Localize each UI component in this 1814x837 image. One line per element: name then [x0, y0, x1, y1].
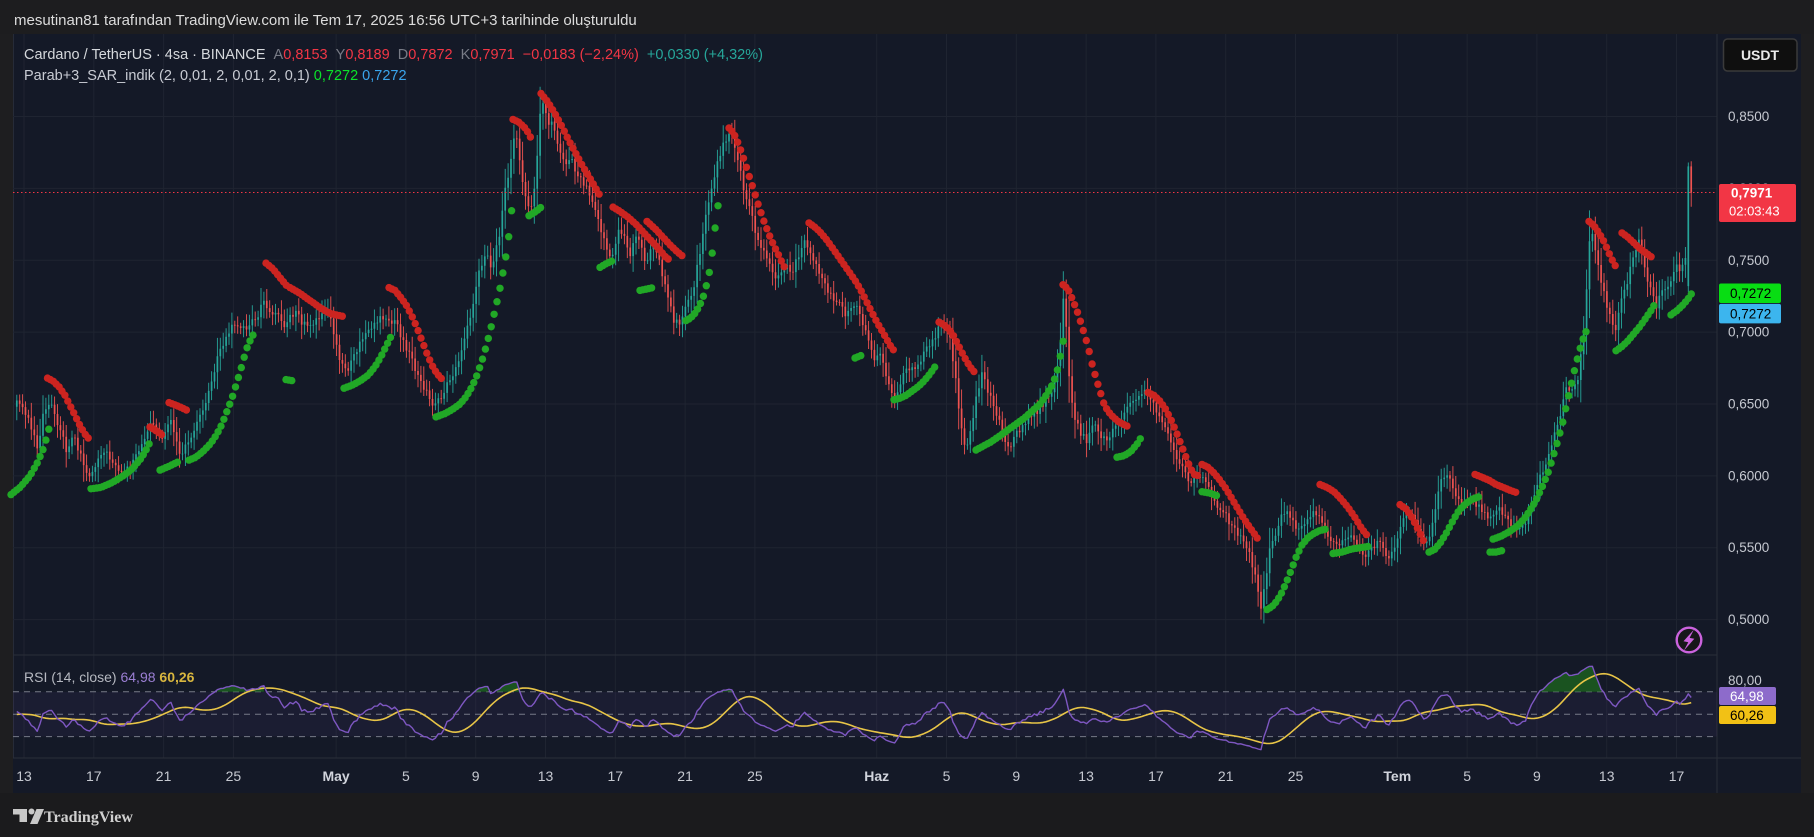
svg-text:13: 13 — [538, 768, 554, 784]
svg-text:21: 21 — [156, 768, 172, 784]
svg-text:13: 13 — [1078, 768, 1094, 784]
svg-text:17: 17 — [1669, 768, 1685, 784]
svg-text:25: 25 — [226, 768, 242, 784]
svg-text:0,6500: 0,6500 — [1728, 397, 1769, 412]
svg-text:0,7971: 0,7971 — [1731, 186, 1773, 201]
svg-text:USDT: USDT — [1741, 47, 1780, 63]
svg-text:5: 5 — [943, 768, 951, 784]
svg-text:May: May — [322, 768, 349, 784]
svg-text:60,26: 60,26 — [1730, 708, 1764, 723]
svg-text:21: 21 — [1218, 768, 1234, 784]
svg-text:0,7500: 0,7500 — [1728, 253, 1769, 268]
svg-text:5: 5 — [402, 768, 410, 784]
svg-text:9: 9 — [1533, 768, 1541, 784]
svg-text:13: 13 — [1599, 768, 1615, 784]
svg-text:0,5500: 0,5500 — [1728, 540, 1769, 555]
svg-text:9: 9 — [472, 768, 480, 784]
svg-text:TradingView: TradingView — [44, 809, 133, 826]
svg-text:17: 17 — [86, 768, 102, 784]
svg-text:17: 17 — [608, 768, 624, 784]
svg-text:0,5000: 0,5000 — [1728, 612, 1769, 627]
svg-text:Haz: Haz — [864, 768, 889, 784]
svg-text:Cardano / TetherUS · 4sa · BIN: Cardano / TetherUS · 4sa · BINANCE A0,81… — [24, 47, 763, 63]
svg-text:0,7272: 0,7272 — [1730, 307, 1771, 322]
svg-text:64,98: 64,98 — [1730, 689, 1764, 704]
svg-text:13: 13 — [16, 768, 32, 784]
svg-text:RSI (14, close) 64,98 60,26: RSI (14, close) 64,98 60,26 — [24, 669, 195, 685]
svg-text:25: 25 — [747, 768, 763, 784]
svg-text:5: 5 — [1463, 768, 1471, 784]
svg-text:Parab+3_SAR_indik (2, 0,01, 2,: Parab+3_SAR_indik (2, 0,01, 2, 0,01, 2, … — [24, 68, 407, 84]
svg-text:0,6000: 0,6000 — [1728, 468, 1769, 483]
svg-text:80,00: 80,00 — [1728, 673, 1762, 688]
svg-text:17: 17 — [1148, 768, 1164, 784]
svg-text:02:03:43: 02:03:43 — [1729, 204, 1780, 219]
svg-text:mesutinan81 tarafından Trading: mesutinan81 tarafından TradingView.com i… — [14, 12, 637, 29]
svg-text:Tem: Tem — [1383, 768, 1411, 784]
svg-text:0,8500: 0,8500 — [1728, 109, 1769, 124]
svg-text:9: 9 — [1012, 768, 1020, 784]
svg-text:25: 25 — [1288, 768, 1304, 784]
svg-text:21: 21 — [677, 768, 693, 784]
svg-text:0,7272: 0,7272 — [1730, 286, 1771, 301]
svg-text:0,7000: 0,7000 — [1728, 325, 1769, 340]
